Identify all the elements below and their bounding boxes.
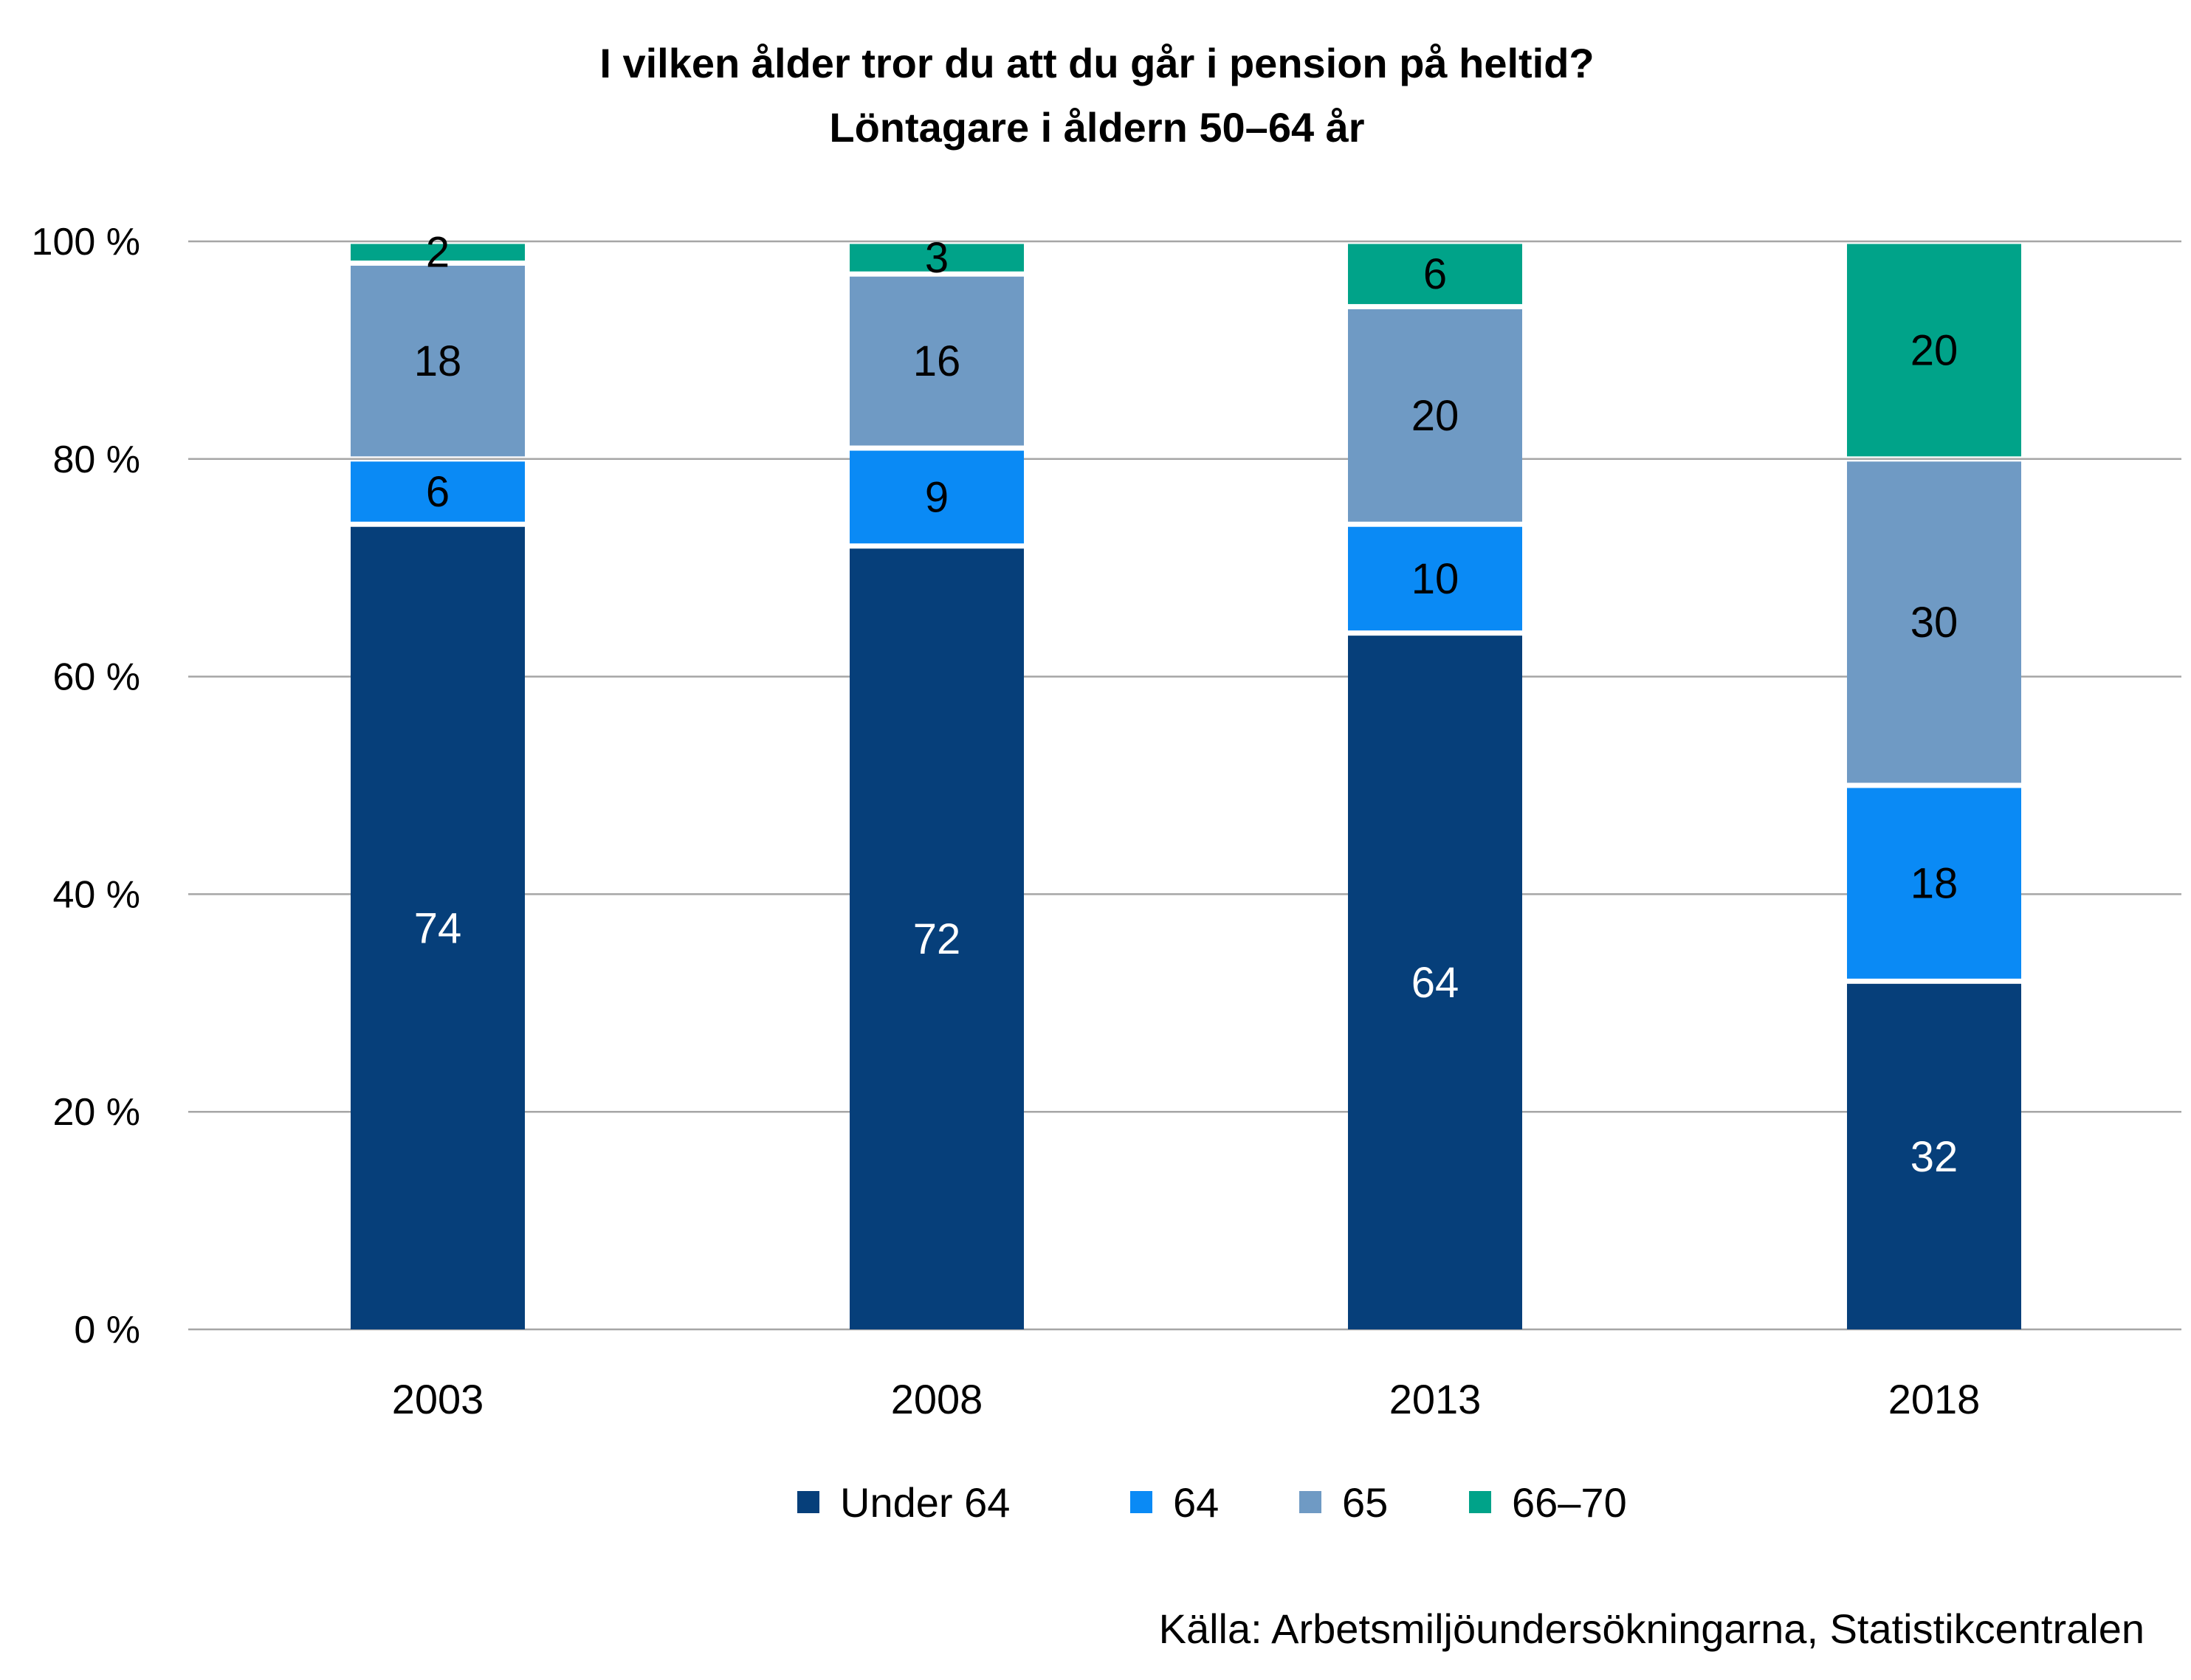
- x-tick-label: 2008: [891, 1376, 983, 1422]
- bar-segment: [351, 526, 525, 1329]
- legend-label: 64: [1173, 1479, 1219, 1526]
- bar-segment: [1847, 244, 2021, 457]
- data-label: 64: [1411, 959, 1459, 1007]
- legend-swatch: [1130, 1491, 1152, 1513]
- bar-segment: [850, 244, 1024, 272]
- legend-label: Under 64: [840, 1479, 1010, 1526]
- bar-segment: [850, 276, 1024, 446]
- bar-segment: [1847, 788, 2021, 979]
- data-label: 74: [414, 904, 462, 952]
- bar-segment: [1348, 526, 1522, 631]
- data-label: 72: [913, 915, 961, 963]
- data-label: 18: [414, 337, 462, 385]
- y-tick-label: 0 %: [74, 1309, 140, 1352]
- bar-segment: [351, 244, 525, 261]
- bars: 74 6 18 2 72 9 16 3 64 10 20 6 32 18 30 20: [351, 229, 2021, 1329]
- bar-segment: [1847, 983, 2021, 1329]
- bar-segment: [1348, 309, 1522, 522]
- chart-title: I vilken ålder tror du att du går i pens…: [599, 40, 1594, 86]
- data-label: 3: [925, 234, 949, 282]
- data-label: 2: [426, 229, 450, 277]
- chart-subtitle: Löntagare i åldern 50–64 år: [829, 104, 1364, 151]
- x-tick-label: 2013: [1389, 1376, 1482, 1422]
- bar-segment: [351, 265, 525, 457]
- x-tick-label: 2018: [1888, 1376, 1981, 1422]
- bar-segment: [850, 548, 1024, 1329]
- y-tick-label: 40 %: [52, 873, 140, 916]
- legend-swatch: [1299, 1491, 1321, 1513]
- data-label: 20: [1411, 392, 1459, 440]
- data-label: 16: [913, 337, 961, 385]
- y-tick-label: 80 %: [52, 438, 140, 481]
- x-tick-label: 2003: [392, 1376, 484, 1422]
- legend-swatch: [1469, 1491, 1491, 1513]
- legend-label: 66–70: [1512, 1479, 1627, 1526]
- y-tick-label: 20 %: [52, 1091, 140, 1134]
- data-label: 32: [1910, 1133, 1958, 1181]
- legend-swatch: [797, 1491, 819, 1513]
- bar-segment: [351, 461, 525, 522]
- data-label: 10: [1411, 555, 1459, 603]
- x-axis-ticks: 2003 2008 2013 2018: [392, 1376, 1981, 1422]
- data-label: 6: [1423, 250, 1447, 298]
- data-label: 18: [1910, 860, 1958, 908]
- data-label: 9: [925, 473, 949, 521]
- bar-segment: [1847, 461, 2021, 783]
- data-label: 6: [426, 468, 450, 516]
- y-tick-label: 60 %: [52, 656, 140, 699]
- y-axis-ticks: 0 % 20 % 40 % 60 % 80 % 100 %: [32, 221, 140, 1352]
- legend: Under 64 64 65 66–70: [797, 1479, 1627, 1526]
- y-tick-label: 100 %: [32, 221, 140, 264]
- source-note: Källa: Arbetsmiljöundersökningarna, Stat…: [1159, 1605, 2144, 1652]
- legend-label: 65: [1342, 1479, 1388, 1526]
- bar-segment: [1348, 244, 1522, 304]
- data-label: 30: [1910, 599, 1958, 647]
- data-label: 20: [1910, 326, 1958, 374]
- bar-segment: [850, 450, 1024, 544]
- bar-segment: [1348, 636, 1522, 1329]
